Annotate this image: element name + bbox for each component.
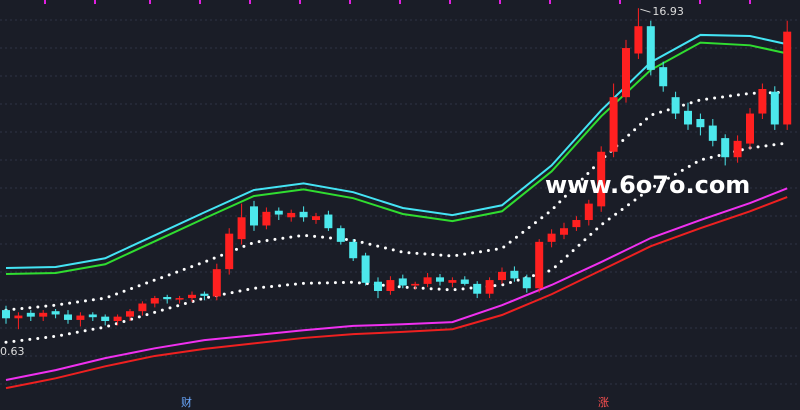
- grid: [0, 19, 800, 385]
- candle-body: [708, 125, 717, 141]
- candle-body: [609, 97, 618, 152]
- candle-body: [696, 119, 705, 128]
- candle-body: [150, 298, 159, 304]
- candle-body: [498, 271, 506, 281]
- candle-body: [51, 311, 60, 315]
- candle-body: [76, 315, 85, 320]
- top-markers: [44, 0, 751, 4]
- candle-body: [535, 241, 544, 289]
- candle-body: [374, 281, 382, 291]
- candle-body: [336, 228, 345, 242]
- candle-body: [770, 91, 779, 125]
- candle-body: [349, 241, 358, 259]
- dotted-line: [4, 141, 789, 344]
- candle-body: [597, 151, 606, 207]
- candle-body: [659, 67, 668, 87]
- candle-body: [101, 316, 110, 322]
- candle-body: [522, 277, 531, 289]
- candle-body: [684, 110, 692, 125]
- candle-body: [398, 278, 407, 286]
- candle-body: [250, 206, 258, 226]
- candle-body: [386, 280, 395, 291]
- candle-body: [423, 277, 432, 284]
- candle-body: [733, 140, 742, 158]
- candle-body: [324, 214, 333, 229]
- dotted-line: [4, 90, 789, 312]
- candle-body: [26, 312, 35, 317]
- candle-body: [2, 310, 10, 319]
- candle-body: [188, 294, 196, 299]
- candle-body: [758, 88, 767, 114]
- band-line: [5, 196, 788, 390]
- candle-body: [312, 216, 320, 221]
- candle-body: [88, 314, 97, 318]
- candle-body: [138, 303, 147, 312]
- low-label: 0.63: [0, 345, 25, 358]
- candle-body: [584, 203, 593, 221]
- candle-body: [671, 97, 680, 114]
- candle-body: [39, 312, 48, 317]
- candle-body: [485, 280, 494, 294]
- candle-body: [175, 298, 184, 300]
- candle-body: [460, 279, 469, 284]
- candle-body: [287, 212, 296, 218]
- candle-body: [361, 255, 370, 283]
- candle-body: [113, 316, 122, 322]
- candle-body: [262, 211, 271, 226]
- candle-body: [572, 220, 581, 228]
- candle-body: [448, 280, 457, 283]
- band-line: [5, 33, 788, 270]
- candle-body: [411, 283, 420, 286]
- marker-label: 涨: [598, 396, 609, 409]
- candle-body: [274, 210, 283, 215]
- candle-body: [634, 26, 643, 54]
- annotation-arrow: [640, 8, 651, 13]
- candle-body: [560, 228, 568, 235]
- marker-label: 财: [181, 395, 192, 409]
- candle-body: [299, 211, 308, 218]
- candle-body: [547, 233, 556, 242]
- watermark: www.6o7o.com: [545, 171, 750, 199]
- candle-body: [473, 283, 482, 294]
- candle-body: [783, 31, 792, 125]
- band-line: [5, 187, 788, 381]
- candle-body: [622, 48, 630, 98]
- candle-body: [721, 138, 730, 158]
- candle-body: [646, 26, 655, 70]
- candle-body: [436, 277, 444, 282]
- candle-body: [746, 113, 754, 144]
- candle-body: [212, 269, 221, 297]
- candle-body: [126, 311, 134, 317]
- candle-body: [200, 293, 209, 296]
- candle-body: [64, 314, 72, 320]
- candle-body: [163, 296, 172, 300]
- candle-body: [14, 315, 23, 319]
- candle-body: [225, 233, 234, 270]
- candle-body: [237, 217, 246, 240]
- high-label: 16.93: [652, 5, 684, 18]
- band-line: [5, 41, 788, 276]
- candle-body: [510, 270, 519, 279]
